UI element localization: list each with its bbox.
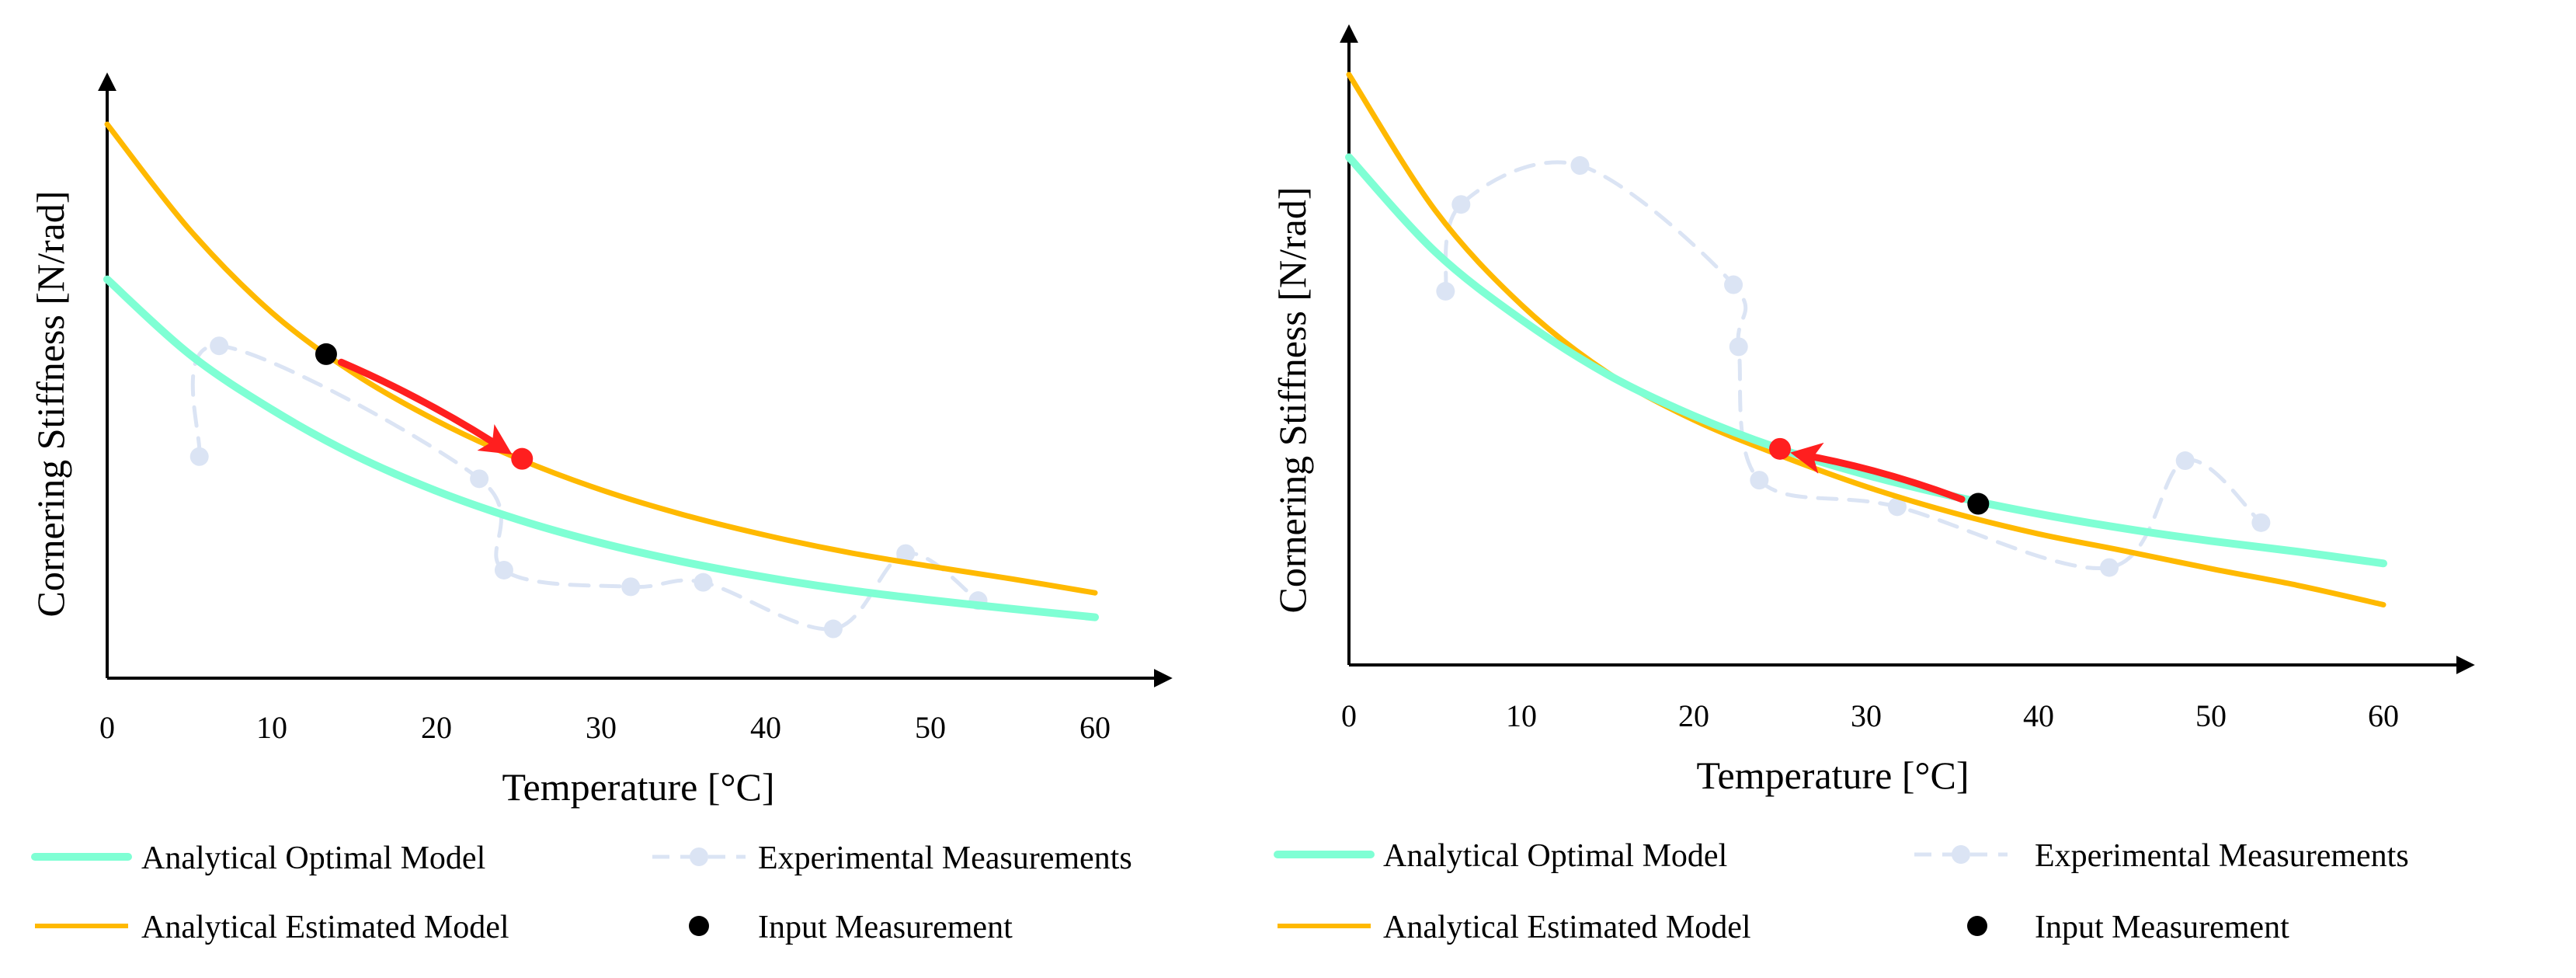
right-x-tick-40: 40 xyxy=(2023,698,2054,733)
right-y-axis-label: Cornering Stiffness [N/rad] xyxy=(1271,187,1314,614)
right-experimental-point-7 xyxy=(2100,558,2119,577)
right-x-tick-60: 60 xyxy=(2368,698,2399,733)
right-x-axis-label: Temperature [°C] xyxy=(1696,754,1969,797)
right-x-tick-20: 20 xyxy=(1678,698,1709,733)
left-y-axis-label: Cornering Stiffness [N/rad] xyxy=(29,191,72,618)
left-plot-marks xyxy=(103,121,1099,639)
left-estimated-model-line xyxy=(104,121,1098,596)
right-legend-experimental-marker xyxy=(1952,845,1970,864)
right-experimental-point-4 xyxy=(1729,337,1748,357)
right-experimental-point-3 xyxy=(1724,275,1743,294)
right-chart-panel: 0 10 20 30 40 50 60 Temperature [°C] Cornering… xyxy=(1271,24,2475,945)
right-plot-marks xyxy=(1345,71,2387,607)
right-legend-input-label: Input Measurement xyxy=(2035,910,2289,945)
left-experimental-point-4 xyxy=(621,577,641,597)
left-x-tick-20: 20 xyxy=(421,710,452,745)
right-experimental-point-2 xyxy=(1570,156,1590,176)
right-experimental-point-9 xyxy=(2251,513,2271,532)
right-experimental-point-6 xyxy=(1887,497,1907,517)
right-transition-arrow xyxy=(1790,442,1966,503)
right-input-measurement-point xyxy=(1967,492,1990,515)
left-experimental-line xyxy=(190,343,980,632)
left-x-tick-labels: 0 10 20 30 40 50 60 xyxy=(99,710,1111,745)
right-legend-input-marker xyxy=(1967,916,1987,936)
right-x-tick-30: 30 xyxy=(1851,698,1882,733)
right-experimental-point-8 xyxy=(2175,451,2195,471)
left-x-tick-30: 30 xyxy=(586,710,617,745)
left-legend-experimental-marker xyxy=(690,847,708,866)
right-legend-experimental-label: Experimental Measurements xyxy=(2035,838,2409,874)
right-experimental-point-1 xyxy=(1451,195,1471,214)
right-legend-optimal-label: Analytical Optimal Model xyxy=(1383,838,1727,874)
left-x-tick-60: 60 xyxy=(1079,710,1111,745)
left-legend-input-marker xyxy=(689,916,709,936)
left-x-tick-10: 10 xyxy=(256,710,287,745)
left-estimated-point xyxy=(511,447,534,470)
left-optimal-model-line xyxy=(103,275,1099,621)
left-experimental-point-0 xyxy=(189,447,209,466)
right-legend: Analytical Optimal Model Experimental Me… xyxy=(1274,838,2409,945)
left-chart-panel: 0 10 20 30 40 50 60 Temperature [°C] Cornering… xyxy=(29,72,1173,945)
left-x-tick-40: 40 xyxy=(750,710,781,745)
left-experimental-point-2 xyxy=(470,469,489,489)
right-x-tick-10: 10 xyxy=(1506,698,1537,733)
right-experimental-point-0 xyxy=(1436,281,1455,301)
right-x-tick-50: 50 xyxy=(2195,698,2227,733)
left-legend-experimental-label: Experimental Measurements xyxy=(758,841,1132,876)
right-legend-estimated-label: Analytical Estimated Model xyxy=(1383,910,1751,945)
left-experimental-point-6 xyxy=(823,619,843,639)
right-x-tick-0: 0 xyxy=(1341,698,1357,733)
left-x-tick-50: 50 xyxy=(915,710,946,745)
left-transition-arrow xyxy=(337,358,513,454)
left-legend: Analytical Optimal Model Experimental Me… xyxy=(31,841,1132,945)
right-experimental-point-5 xyxy=(1750,471,1769,490)
right-estimated-point xyxy=(1769,437,1791,460)
right-estimated-model-line xyxy=(1346,71,2387,607)
left-legend-optimal-label: Analytical Optimal Model xyxy=(141,841,485,876)
left-experimental-point-1 xyxy=(210,336,229,356)
right-optimal-model-line xyxy=(1345,153,2387,568)
left-experimental-point-7 xyxy=(896,544,916,563)
left-legend-estimated-label: Analytical Estimated Model xyxy=(141,910,509,945)
left-input-measurement-point xyxy=(315,343,337,365)
left-experimental-point-5 xyxy=(694,573,713,592)
left-x-axis-label: Temperature [°C] xyxy=(502,765,774,809)
right-experimental-line xyxy=(1443,160,2263,571)
left-x-tick-0: 0 xyxy=(99,710,115,745)
right-x-tick-labels: 0 10 20 30 40 50 60 xyxy=(1341,698,2399,733)
left-legend-input-label: Input Measurement xyxy=(758,910,1013,945)
left-experimental-point-3 xyxy=(494,560,513,579)
